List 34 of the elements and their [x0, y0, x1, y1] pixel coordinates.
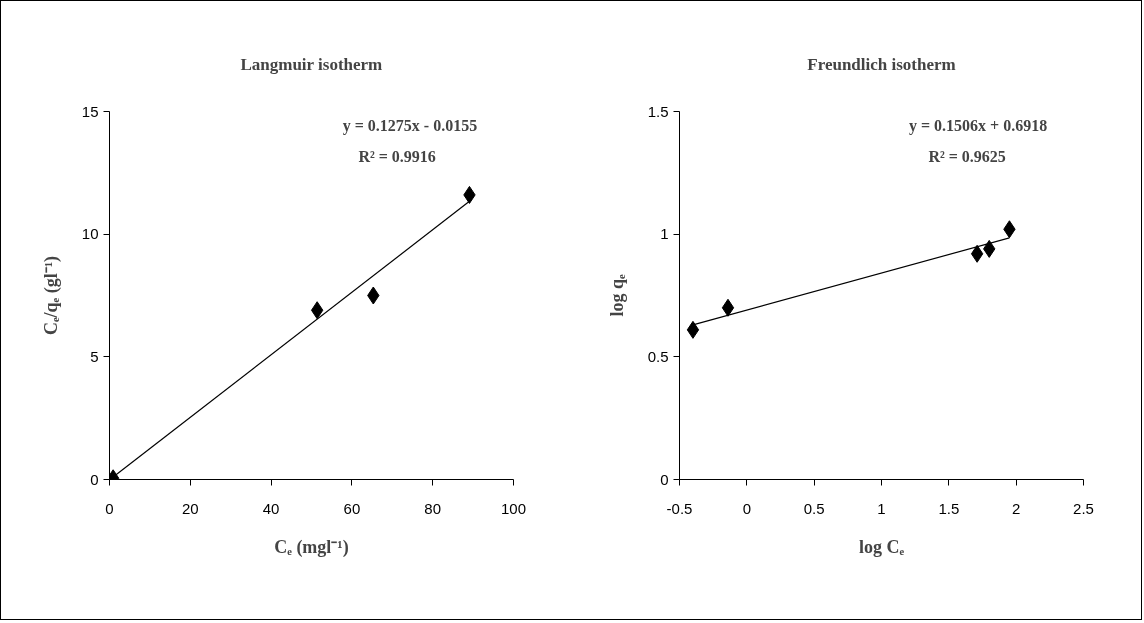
y-tick-label: 15 [81, 102, 99, 120]
y-tick-label: 0 [90, 470, 99, 488]
y-tick-label: 0 [660, 470, 669, 488]
y-axis-title: log qₑ [606, 274, 627, 317]
x-tick-label: 2 [1012, 499, 1021, 517]
annotation: R² = 0.9625 [928, 147, 1006, 165]
x-tick-label: 1.5 [938, 499, 960, 517]
x-axis-title: log Cₑ [858, 536, 905, 557]
y-tick-label: 1.5 [647, 102, 669, 120]
x-tick-label: 2.5 [1073, 499, 1094, 517]
x-tick-label: 0 [105, 499, 114, 517]
annotation: y = 0.1275x - 0.0155 [342, 116, 478, 135]
chart-title: Freundlich isotherm [807, 55, 956, 74]
x-tick-label: 40 [262, 499, 280, 517]
point [721, 298, 735, 317]
y-axis-title: Cₑ/qₑ (gl⁻¹) [40, 255, 62, 336]
x-axis-title: Cₑ (mgl⁻¹) [274, 536, 349, 558]
chart-title: Langmuir isotherm [240, 55, 383, 74]
y-tick-label: 0.5 [647, 347, 669, 365]
x-tick-label: 100 [500, 499, 527, 517]
annotation: R² = 0.9916 [358, 147, 436, 165]
x-tick-label: 80 [424, 499, 442, 517]
x-tick-label: 20 [181, 499, 199, 517]
x-tick-label: 0 [742, 499, 752, 517]
x-tick-label: 60 [343, 499, 361, 517]
x-tick-label: 1 [877, 499, 886, 517]
x-tick-label: -0.5 [666, 499, 693, 517]
y-tick-label: 5 [90, 347, 99, 365]
annotation: y = 0.1506x + 0.6918 [908, 116, 1048, 135]
x-tick-label: 0.5 [803, 499, 825, 517]
y-tick-label: 10 [81, 225, 99, 243]
point [970, 244, 984, 263]
point [686, 320, 700, 339]
y-tick-label: 1 [660, 225, 669, 243]
